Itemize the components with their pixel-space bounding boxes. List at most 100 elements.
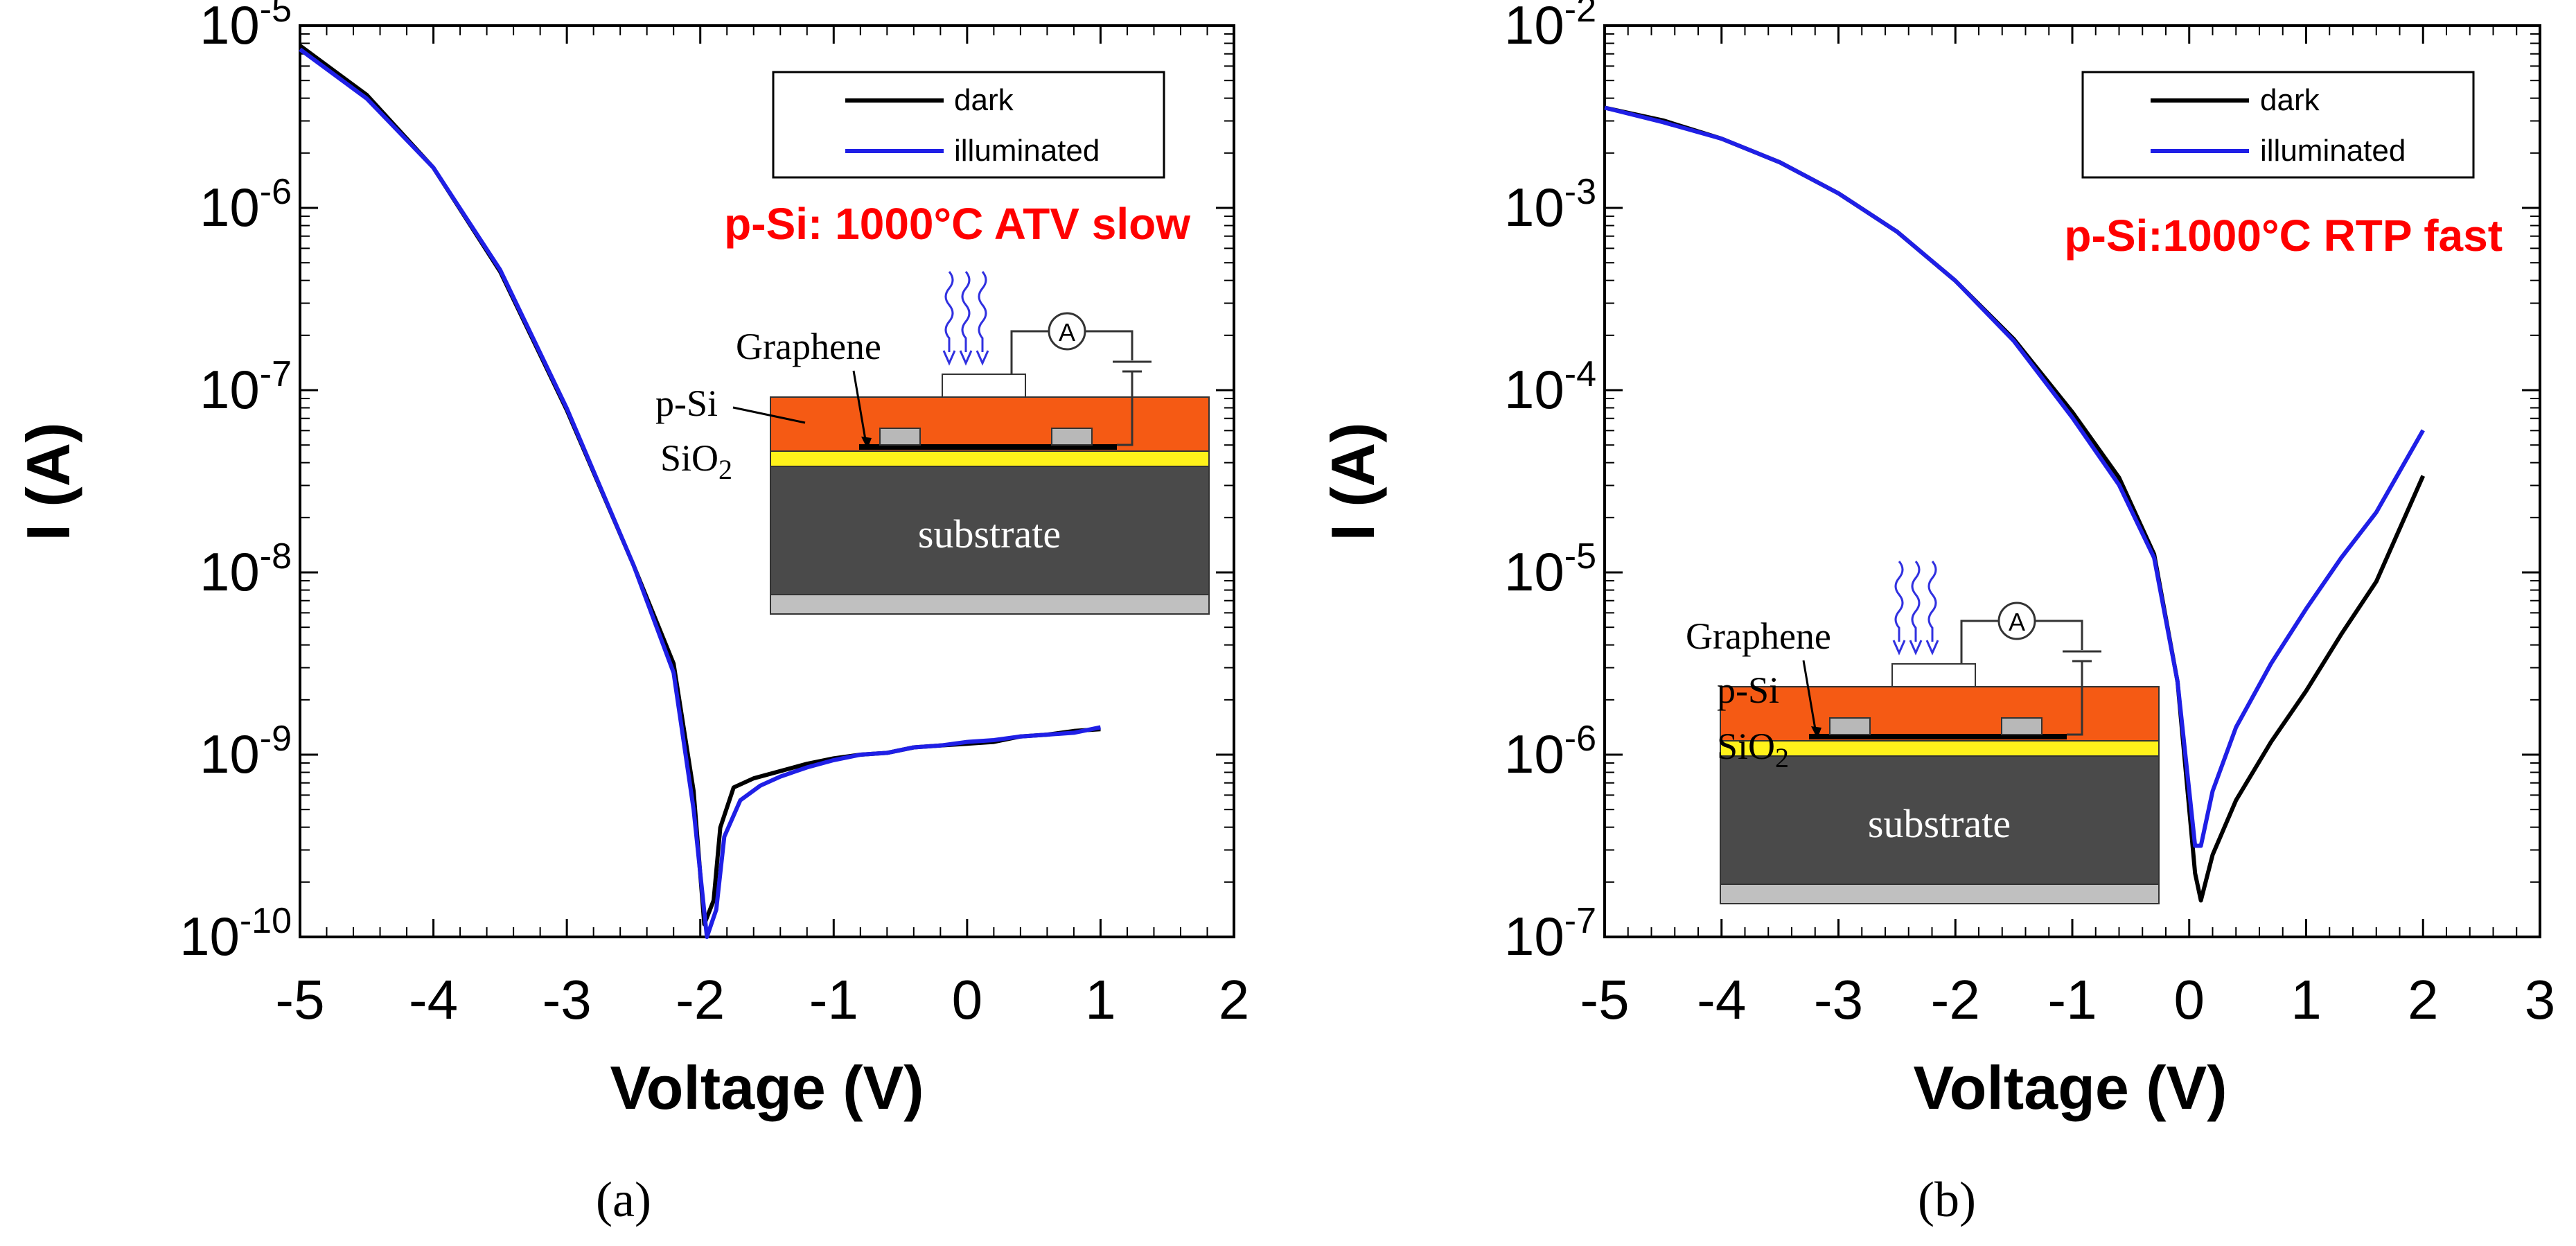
panel-b-inset-graphene-arrow xyxy=(1802,660,1817,734)
panel-b-ytick-label: 10-7 xyxy=(1504,901,1596,967)
ytick-base: 10 xyxy=(1504,359,1564,420)
panel-a-inset-wire xyxy=(1010,330,1049,374)
panel-b-inset-light-waves-icon xyxy=(1892,561,1939,656)
panel-b-legend-box xyxy=(2081,71,2475,179)
ytick-exponent: -10 xyxy=(240,901,292,941)
panel-b-xtick-label: -3 xyxy=(1814,969,1863,1030)
panel-b-y-axis-label: I (A) xyxy=(1318,422,1387,541)
ytick-base: 10 xyxy=(1504,0,1564,55)
panel-b-inset-substrate-label: substrate xyxy=(1868,801,2011,846)
panel-a-inset-base xyxy=(770,594,1210,615)
panel-b-ticks xyxy=(1603,24,2541,938)
ytick-base: 10 xyxy=(200,359,260,420)
ytick-exponent: -2 xyxy=(1564,0,1596,30)
panel-b-xtick-label: 3 xyxy=(2525,969,2556,1030)
panel-a-inset-graphene-label: Graphene xyxy=(736,326,881,367)
panel-a-ytick-label: 10-10 xyxy=(179,901,292,967)
panel-a-xtick-labels: -5 -4 -3 -2 -1 0 1 2 xyxy=(275,969,1249,1030)
panel-b-ytick-label: 10-3 xyxy=(1504,172,1596,238)
panel-a-inset-sio2-label: SiO2 xyxy=(660,437,732,485)
panel-b-inset-ammeter-label: A xyxy=(2009,608,2025,636)
panel-b-xtick-label: 0 xyxy=(2174,969,2205,1030)
panel-a-inset-psi-label: p-Si xyxy=(655,383,718,424)
panel-a-legend-dark-label: dark xyxy=(954,83,1014,117)
panel-a-annotation: p-Si: 1000°C ATV slow xyxy=(724,199,1190,249)
panel-a-ytick-label: 10-8 xyxy=(200,536,292,602)
panel-b-ytick-label: 10-4 xyxy=(1504,354,1596,420)
panel-b-series-illuminated-line xyxy=(1604,105,2425,848)
panel-b-inset-base xyxy=(1720,884,2160,904)
panel-b-series xyxy=(1604,105,2426,903)
panel-b-inset-psi xyxy=(1720,686,2160,742)
ytick-base: 10 xyxy=(200,177,260,238)
panel-a-legend: dark illuminated xyxy=(772,71,1165,179)
ytick-base: 10 xyxy=(179,906,240,967)
panel-a-inset-contact-right xyxy=(1051,428,1093,446)
panel-a-inset-graphene-arrow xyxy=(852,370,867,444)
panel-a-inset-wire-down xyxy=(1117,371,1133,446)
ytick-base: 10 xyxy=(1504,541,1564,602)
panel-a-inset-light-waves-icon xyxy=(942,271,989,366)
panel-b-legend: dark illuminated xyxy=(2081,71,2475,179)
ytick-exponent: -3 xyxy=(1564,172,1596,212)
panel-b-inset-psi-label: p-Si xyxy=(1717,669,1779,711)
panel-a-xtick-label: -2 xyxy=(676,969,725,1030)
panel-b-inset-substrate xyxy=(1720,755,2160,885)
panel-a-inset-graphene-arrowhead xyxy=(861,437,872,449)
panel-b-legend-illuminated-label: illuminated xyxy=(2260,134,2406,168)
panel-b-xtick-labels: -5 -4 -3 -2 -1 0 1 2 3 xyxy=(1580,969,2555,1030)
ytick-base: 10 xyxy=(200,0,260,55)
panel-b-x-axis-label: Voltage (V) xyxy=(1913,1053,2227,1122)
panel-b-inset-device: A Graphene p-Si SiO2 substrate xyxy=(1686,561,2160,904)
panel-a-ticks xyxy=(299,24,1235,938)
ytick-base: 10 xyxy=(1504,177,1564,238)
panel-a-xtick-label: 2 xyxy=(1219,969,1250,1030)
panel-a-ytick-label: 10-9 xyxy=(200,719,292,784)
panel-b-annotation: p-Si:1000°C RTP fast xyxy=(2064,211,2503,261)
panel-b-inset-graphene-label: Graphene xyxy=(1686,615,1831,657)
ytick-base: 10 xyxy=(1504,723,1564,784)
panel-a-xtick-label: 1 xyxy=(1085,969,1116,1030)
panel-a-legend-box xyxy=(772,71,1165,179)
panel-a-inset-psi xyxy=(770,396,1210,452)
panel-b-inset-wire-down xyxy=(2067,661,2083,736)
panel-a-inset-sio2 xyxy=(770,450,1210,467)
panel-a-inset-device: A Graphene p-Si SiO2 substrate xyxy=(655,271,1210,615)
panel-b-xtick-label: 1 xyxy=(2291,969,2322,1030)
panel-a-inset-psi-leader xyxy=(732,406,806,424)
ytick-exponent: -7 xyxy=(260,354,292,394)
ytick-exponent: -6 xyxy=(260,172,292,212)
ytick-exponent: -9 xyxy=(260,719,292,759)
ytick-exponent: -5 xyxy=(1564,536,1596,577)
panel-a-inset-sio2-subscript: 2 xyxy=(718,454,732,485)
ytick-exponent: -7 xyxy=(1564,901,1596,941)
panel-a-x-axis-label: Voltage (V) xyxy=(610,1053,924,1122)
panel-b-inset-contact-right xyxy=(2001,717,2043,735)
panel-a-ytick-label: 10-7 xyxy=(200,354,292,420)
panel-b-chart: 10-710-610-510-410-310-2 -5 -4 -3 -2 -1 0 1 2 3 … xyxy=(1318,0,2555,1227)
panel-b-inset-wire-right xyxy=(2035,620,2083,650)
panel-b-xtick-label: -4 xyxy=(1697,969,1746,1030)
panel-b-xtick-label: -5 xyxy=(1580,969,1629,1030)
panel-a-inset-wire-right xyxy=(1085,330,1133,360)
panel-a-xtick-label: -4 xyxy=(409,969,458,1030)
panel-b-ytick-label: 10-5 xyxy=(1504,536,1596,602)
ytick-exponent: -4 xyxy=(1564,354,1596,394)
panel-b-inset-top-contact xyxy=(1891,663,1976,687)
panel-a-xtick-label: -3 xyxy=(542,969,592,1030)
panel-b-inset-sio2-base: SiO xyxy=(1717,726,1775,767)
panel-b-legend-dark-label: dark xyxy=(2260,83,2320,117)
panel-a-label: (a) xyxy=(596,1172,651,1227)
panel-a-series-illuminated-line xyxy=(299,47,1102,939)
panel-a-xtick-label: -5 xyxy=(275,969,324,1030)
panel-b-xtick-label: 2 xyxy=(2408,969,2439,1030)
panel-a-y-axis-label: I (A) xyxy=(14,422,82,541)
panel-a-ytick-label: 10-5 xyxy=(200,0,292,55)
panel-a-xtick-label: 0 xyxy=(952,969,983,1030)
panel-b-xtick-label: -1 xyxy=(2047,969,2097,1030)
ytick-exponent: -8 xyxy=(260,536,292,577)
panel-a-inset-top-contact xyxy=(942,374,1026,398)
ytick-exponent: -5 xyxy=(260,0,292,30)
